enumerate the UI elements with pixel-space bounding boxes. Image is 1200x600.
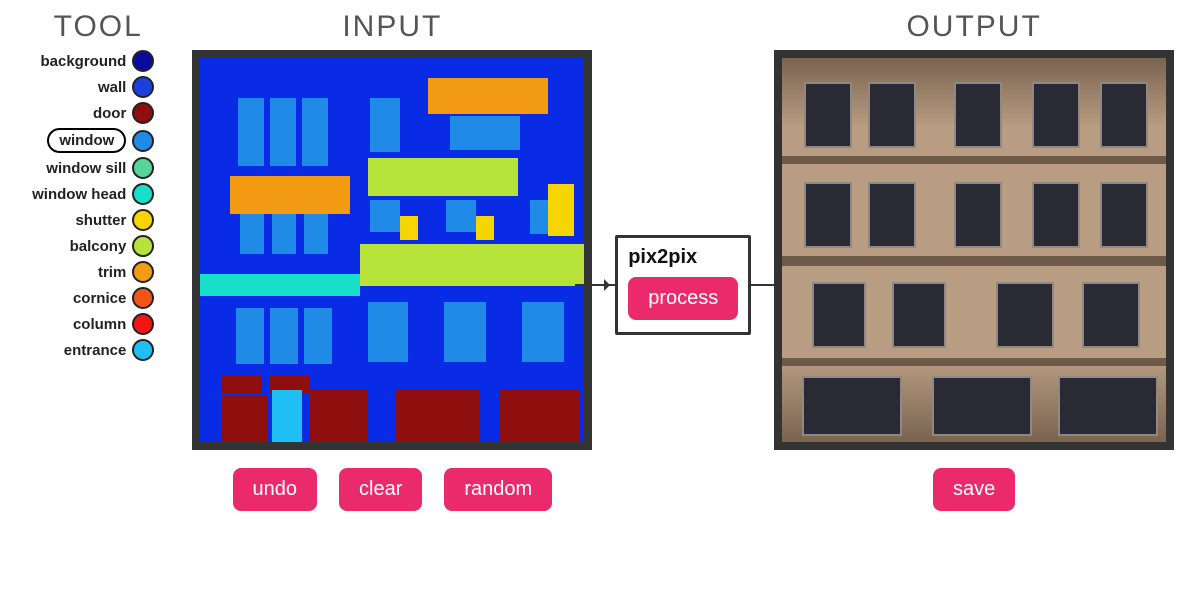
undo-button[interactable]: undo <box>233 468 318 511</box>
app-root: TOOL background wall door window window sill… <box>0 0 1200 600</box>
tool-label: column <box>73 316 126 333</box>
tool-label: balcony <box>70 238 127 255</box>
color-swatch-icon <box>132 157 154 179</box>
color-swatch-icon <box>132 76 154 98</box>
tool-palette: background wall door window window sill windo… <box>32 50 164 361</box>
arrow-left-icon <box>575 284 615 286</box>
clear-button[interactable]: clear <box>339 468 422 511</box>
facade-window <box>1058 376 1158 436</box>
facade-window <box>1100 182 1148 248</box>
output-button-row: save <box>933 468 1015 511</box>
tool-balcony[interactable]: balcony <box>70 235 155 257</box>
color-swatch-icon <box>132 209 154 231</box>
save-button[interactable]: save <box>933 468 1015 511</box>
tool-label: cornice <box>73 290 126 307</box>
tool-window[interactable]: window <box>47 128 154 153</box>
tool-shutter[interactable]: shutter <box>75 209 154 231</box>
tool-label: trim <box>98 264 126 281</box>
input-canvas[interactable] <box>200 58 584 442</box>
input-column: INPUT undo clear random <box>186 10 598 600</box>
color-swatch-icon <box>132 183 154 205</box>
color-swatch-icon <box>132 261 154 283</box>
color-swatch-icon <box>132 102 154 124</box>
process-wrap: pix2pix process <box>575 235 791 335</box>
process-column: pix2pix process <box>598 10 768 600</box>
tool-label: window <box>47 128 126 153</box>
facade-window <box>954 182 1002 248</box>
input-canvas-frame[interactable] <box>192 50 592 450</box>
tool-column[interactable]: column <box>73 313 154 335</box>
output-canvas-frame <box>774 50 1174 450</box>
input-button-row: undo clear random <box>233 468 553 511</box>
tool-label: shutter <box>75 212 126 229</box>
process-box: pix2pix process <box>615 235 751 335</box>
process-title: pix2pix <box>628 246 738 269</box>
facade-window <box>868 182 916 248</box>
color-swatch-icon <box>132 287 154 309</box>
tool-trim[interactable]: trim <box>98 261 154 283</box>
facade-window <box>954 82 1002 148</box>
input-heading: INPUT <box>342 10 442 44</box>
output-heading: OUTPUT <box>906 10 1041 44</box>
color-swatch-icon <box>132 130 154 152</box>
tool-label: window sill <box>46 160 126 177</box>
facade-window <box>1032 182 1080 248</box>
tool-window-sill[interactable]: window sill <box>46 157 154 179</box>
color-swatch-icon <box>132 339 154 361</box>
tool-label: door <box>93 105 126 122</box>
facade-ledge <box>782 256 1166 266</box>
color-swatch-icon <box>132 235 154 257</box>
color-swatch-icon <box>132 50 154 72</box>
color-swatch-icon <box>132 313 154 335</box>
facade-window <box>802 376 902 436</box>
tool-heading: TOOL <box>54 10 143 44</box>
facade-window <box>1100 82 1148 148</box>
tool-door[interactable]: door <box>93 102 154 124</box>
tool-label: wall <box>98 79 126 96</box>
random-button[interactable]: random <box>444 468 552 511</box>
facade-window <box>804 82 852 148</box>
output-column: OUTPUT save <box>768 10 1180 600</box>
tool-label: window head <box>32 186 126 203</box>
tool-background[interactable]: background <box>40 50 154 72</box>
facade-window <box>804 182 852 248</box>
tool-wall[interactable]: wall <box>98 76 154 98</box>
tool-entrance[interactable]: entrance <box>64 339 155 361</box>
facade-window <box>996 282 1054 348</box>
facade-window <box>868 82 916 148</box>
tool-cornice[interactable]: cornice <box>73 287 154 309</box>
facade-window <box>1082 282 1140 348</box>
facade-window <box>1032 82 1080 148</box>
facade-ledge <box>782 358 1166 366</box>
facade-window <box>812 282 866 348</box>
facade-ledge <box>782 156 1166 164</box>
facade-window <box>892 282 946 348</box>
tool-label: entrance <box>64 342 127 359</box>
tool-window-head[interactable]: window head <box>32 183 154 205</box>
output-canvas <box>782 58 1166 442</box>
process-button[interactable]: process <box>628 277 738 320</box>
tool-column: TOOL background wall door window window sill… <box>10 10 186 600</box>
tool-label: background <box>40 53 126 70</box>
facade-window <box>932 376 1032 436</box>
